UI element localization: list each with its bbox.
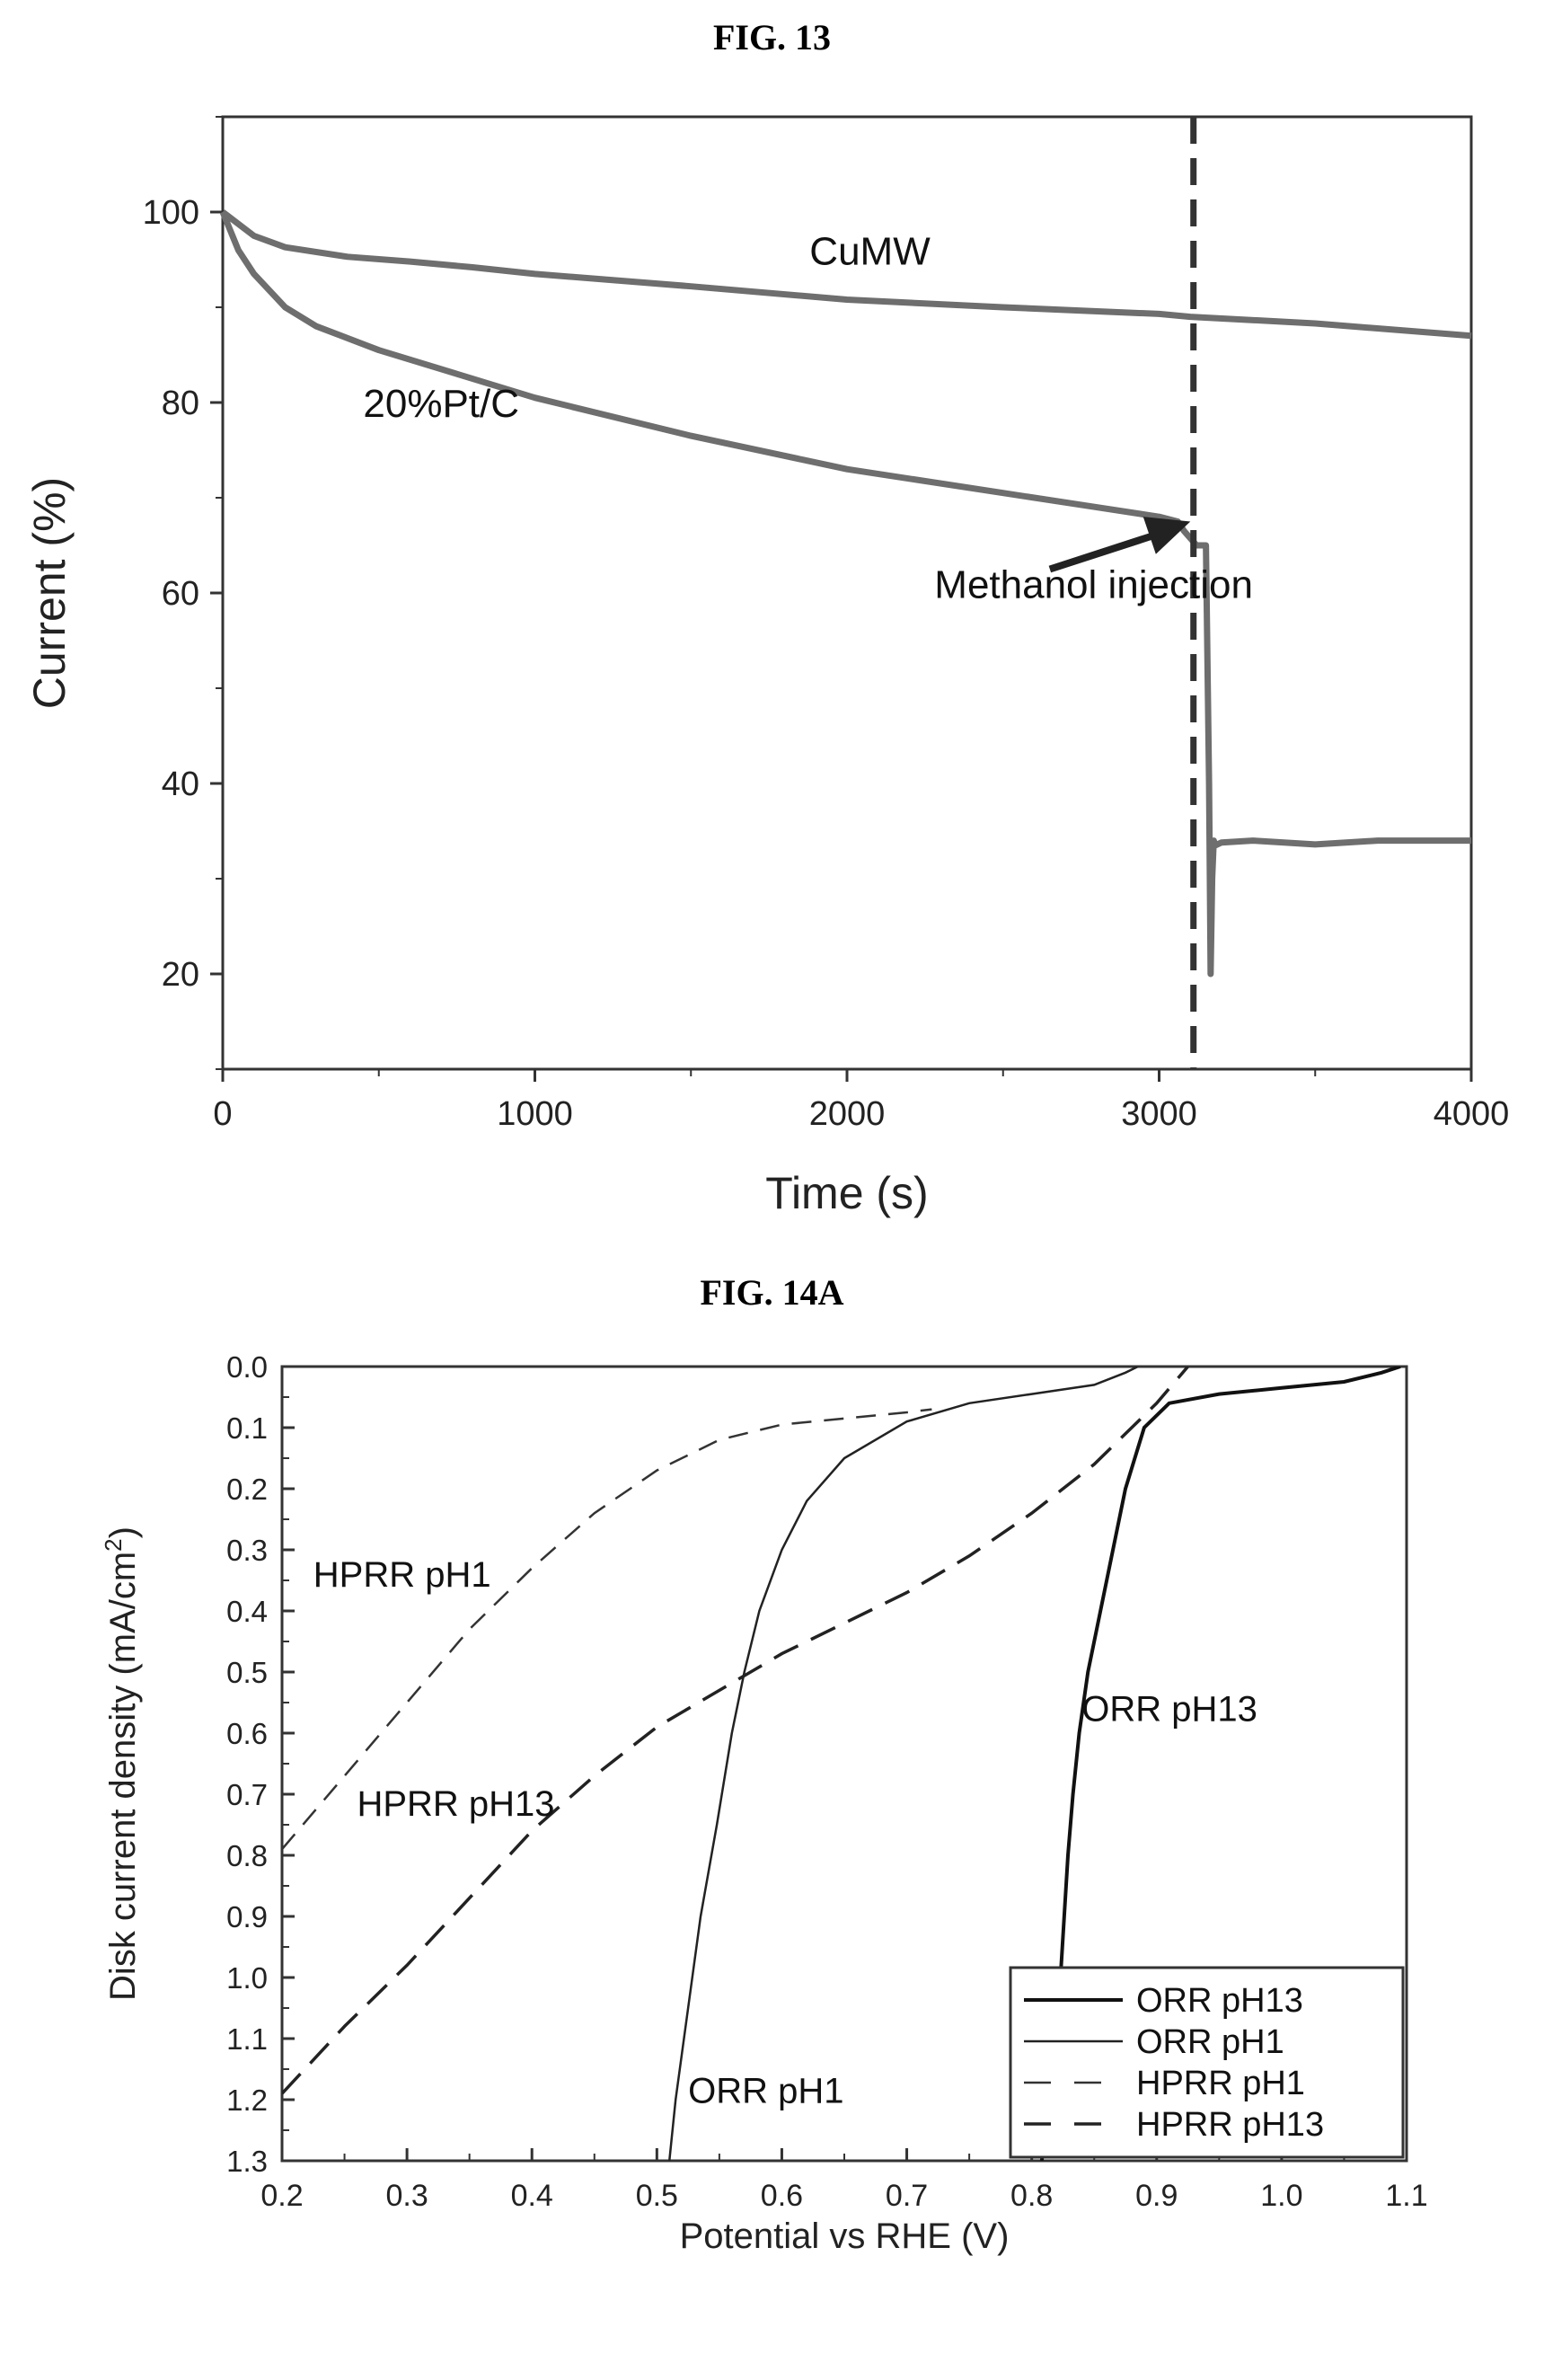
annotation-orr-ph1: ORR pH1: [688, 2071, 843, 2110]
x-tick-label: 0: [213, 1095, 232, 1133]
annotation-methanol-injection: Methanol injection: [934, 562, 1253, 606]
x-tick-label: 0.4: [511, 2179, 553, 2213]
x-tick-label: 1.1: [1385, 2179, 1427, 2213]
y-tick-label: 0.0: [226, 1350, 268, 1384]
x-tick-label: 0.6: [761, 2179, 803, 2213]
legend-label: ORR pH1: [1136, 2023, 1284, 2061]
y-tick-label: 60: [162, 575, 199, 613]
y-tick-label: 0.7: [226, 1778, 268, 1811]
y-axis-label: Current (%): [24, 477, 75, 709]
x-tick-label: 2000: [809, 1095, 886, 1133]
chart-fig13: 0 1000 2000 3000 4000 20 40 60 80 100 Time (s) Curr…: [24, 115, 1510, 1218]
legend-label: ORR pH13: [1136, 1982, 1303, 2020]
x-axis-label: Potential vs RHE (V): [680, 2216, 1010, 2256]
y-tick-label: 0.3: [226, 1534, 268, 1567]
x-tick-label: 0.7: [886, 2179, 928, 2213]
y-tick-label: 20: [162, 956, 199, 994]
figure-13-title: FIG. 13: [712, 17, 832, 58]
y-tick-label: 40: [162, 765, 199, 803]
y-tick-label: 1.2: [226, 2084, 268, 2117]
series-line-hprr-ph13: [282, 1367, 1189, 2095]
y-tick-label: 0.2: [226, 1473, 268, 1506]
x-tick-label: 0.9: [1135, 2179, 1178, 2213]
annotation-hprr-ph13: HPRR pH13: [357, 1784, 554, 1824]
y-tick-label: 100: [143, 194, 199, 232]
arrow-head: [1143, 517, 1191, 554]
x-tick-label: 0.3: [385, 2179, 428, 2213]
x-tick-label: 0.2: [260, 2179, 303, 2213]
annotation-20-pt-c: 20%Pt/C: [363, 382, 519, 426]
legend-label: HPRR pH13: [1136, 2106, 1324, 2144]
figure-14a-title: FIG. 14A: [700, 1272, 844, 1313]
annotation-cumw: CuMW: [809, 229, 931, 273]
y-tick-label: 0.6: [226, 1717, 268, 1750]
y-tick-label: 1.1: [226, 2022, 268, 2056]
x-tick-label: 1000: [497, 1095, 573, 1133]
y-tick-label: 0.9: [226, 1900, 268, 1933]
annotation-orr-ph13: ORR pH13: [1081, 1689, 1257, 1729]
y-tick-label: 0.8: [226, 1839, 268, 1872]
y-tick-label: 80: [162, 385, 199, 422]
series-line-hprr-ph1: [282, 1408, 932, 1851]
x-tick-label: 1.0: [1260, 2179, 1302, 2213]
y-tick-label: 0.1: [226, 1411, 268, 1445]
x-tick-label: 4000: [1434, 1095, 1510, 1133]
x-axis-label: Time (s): [765, 1168, 928, 1218]
arrow-shaft: [1048, 528, 1165, 573]
series-line-orr-ph1: [668, 1367, 1139, 2161]
legend-label: HPRR pH1: [1136, 2065, 1305, 2102]
x-tick-label: 3000: [1121, 1095, 1197, 1133]
annotation-hprr-ph1: HPRR pH1: [313, 1555, 491, 1595]
y-tick-label: 1.0: [226, 1961, 268, 1995]
x-tick-label: 0.5: [636, 2179, 678, 2213]
x-tick-label: 0.8: [1010, 2179, 1053, 2213]
y-tick-label: 0.5: [226, 1656, 268, 1689]
series-line-cumw: [220, 209, 1472, 340]
y-tick-label: 1.3: [226, 2145, 268, 2178]
y-tick-label: 0.4: [226, 1595, 268, 1628]
y-axis-label: Disk current density (mA/cm2): [100, 1526, 143, 2001]
